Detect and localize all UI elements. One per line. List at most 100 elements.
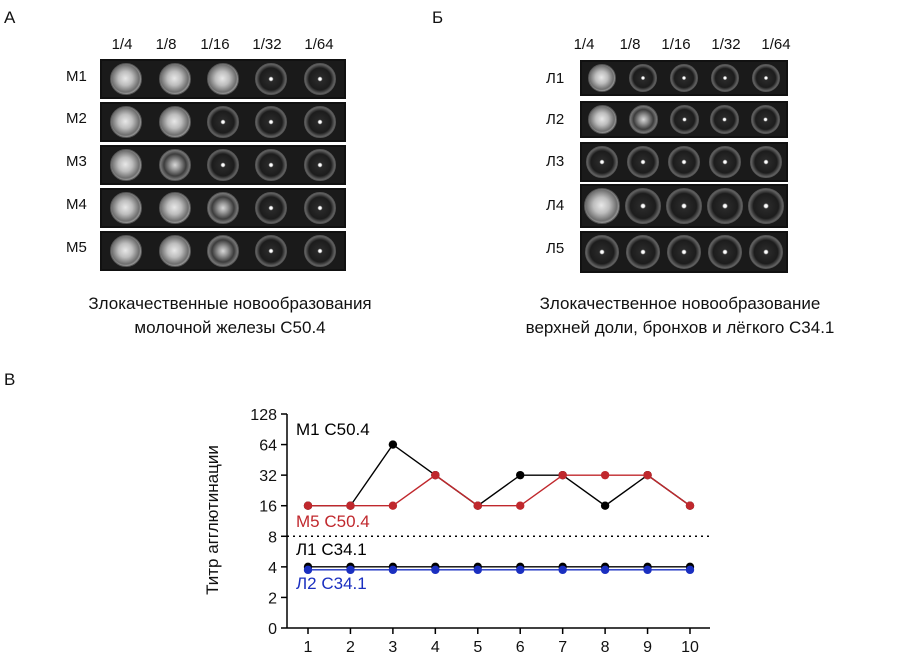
data-point	[346, 501, 355, 510]
data-point	[558, 565, 567, 575]
data-point	[516, 565, 525, 575]
well-strip-m4	[100, 188, 346, 228]
well	[110, 235, 143, 267]
caption-line: Злокачественные новообразования	[88, 294, 372, 313]
well	[586, 146, 619, 178]
well	[585, 235, 620, 269]
x-tick-label: 3	[388, 639, 397, 656]
dilution-label: 1/16	[200, 36, 230, 53]
panel-a-caption: Злокачественные новообразования молочной…	[20, 292, 440, 340]
series-group	[303, 440, 695, 575]
well-strip-l4	[580, 184, 788, 228]
y-axis-label: Титр агглютинации	[203, 445, 222, 595]
well	[626, 235, 661, 269]
well	[255, 192, 288, 224]
data-point	[558, 470, 567, 480]
series-label-l2: Л2 С34.1	[296, 574, 367, 593]
y-tick-label: 4	[268, 560, 277, 577]
well	[207, 106, 239, 138]
well	[710, 105, 740, 134]
y-tick-label: 32	[259, 468, 277, 485]
well	[625, 188, 662, 224]
dilution-label: 1/8	[155, 36, 177, 53]
well	[158, 106, 191, 138]
well	[751, 105, 781, 134]
row-label: М3	[66, 153, 87, 170]
data-point	[685, 565, 695, 575]
well-strip-l5	[580, 231, 788, 273]
row-label: М2	[66, 110, 87, 127]
row-label: М5	[66, 239, 87, 256]
caption-line: Злокачественное новообразование	[539, 294, 821, 313]
well	[706, 188, 743, 224]
series-line	[308, 474, 691, 507]
well	[670, 64, 698, 92]
data-point	[600, 501, 610, 510]
well	[255, 235, 288, 267]
well	[710, 64, 739, 92]
row-label: М1	[66, 68, 87, 85]
dilution-label: 1/8	[619, 36, 641, 53]
y-tick-label: 64	[259, 438, 277, 455]
x-tick-label: 8	[601, 639, 610, 656]
well	[751, 64, 780, 92]
x-tick-label: 1	[304, 639, 313, 656]
well	[110, 63, 143, 95]
well-strip-m3	[100, 145, 346, 185]
x-tick-label: 5	[473, 639, 482, 656]
data-point	[303, 501, 313, 510]
well	[587, 105, 617, 134]
series-label-m5: М5 С50.4	[296, 512, 370, 531]
data-point	[388, 565, 398, 575]
well	[303, 63, 336, 95]
well	[747, 188, 784, 224]
well	[669, 105, 699, 134]
data-point	[643, 470, 652, 480]
y-tick-label: 128	[250, 407, 277, 424]
y-tick-label: 16	[259, 499, 277, 516]
well-strip-l3	[580, 142, 788, 182]
dilution-label: 1/4	[573, 36, 595, 53]
well	[707, 235, 742, 269]
well	[158, 63, 191, 95]
well	[303, 192, 336, 224]
dilution-label: 1/32	[252, 36, 282, 53]
panel-a-letter: А	[4, 8, 16, 27]
y-tick-label: 2	[268, 590, 277, 607]
well	[158, 149, 191, 181]
data-point	[473, 565, 482, 575]
x-ticks: 1 2 3 4 5 6 7 8 9 10	[304, 628, 699, 656]
x-tick-label: 6	[516, 639, 525, 656]
well	[668, 146, 700, 178]
dilution-label: 1/16	[661, 36, 691, 53]
data-point	[388, 501, 398, 510]
y-tick-label: 8	[268, 529, 277, 546]
well	[158, 192, 191, 224]
data-point	[346, 565, 355, 575]
dilution-label: 1/64	[761, 36, 791, 53]
data-point	[473, 501, 482, 510]
row-label: Л4	[546, 197, 565, 214]
dilution-label: 1/4	[111, 36, 133, 53]
row-label: Л2	[546, 111, 565, 128]
well	[303, 149, 336, 181]
data-point	[431, 565, 440, 575]
well	[207, 149, 239, 181]
caption-line: верхней доли, бронхов и лёгкого С34.1	[525, 318, 835, 337]
x-tick-label: 4	[431, 639, 440, 656]
caption-line: молочной железы С50.4	[134, 318, 326, 337]
well	[588, 64, 617, 92]
well	[629, 64, 658, 92]
titer-chart: Титр агглютинации 0 2 4 8 16 32 64 128 1 2 3 4 5 6 7 8…	[203, 407, 710, 656]
series-line	[308, 443, 691, 507]
row-label: Л3	[546, 153, 565, 170]
well	[110, 106, 143, 138]
well	[110, 192, 143, 224]
well-strip-l1	[580, 60, 788, 96]
well	[207, 63, 239, 95]
well	[207, 192, 239, 224]
well-strip-m1	[100, 59, 346, 99]
data-point	[600, 470, 610, 480]
well	[110, 149, 143, 181]
dilution-label: 1/32	[711, 36, 741, 53]
